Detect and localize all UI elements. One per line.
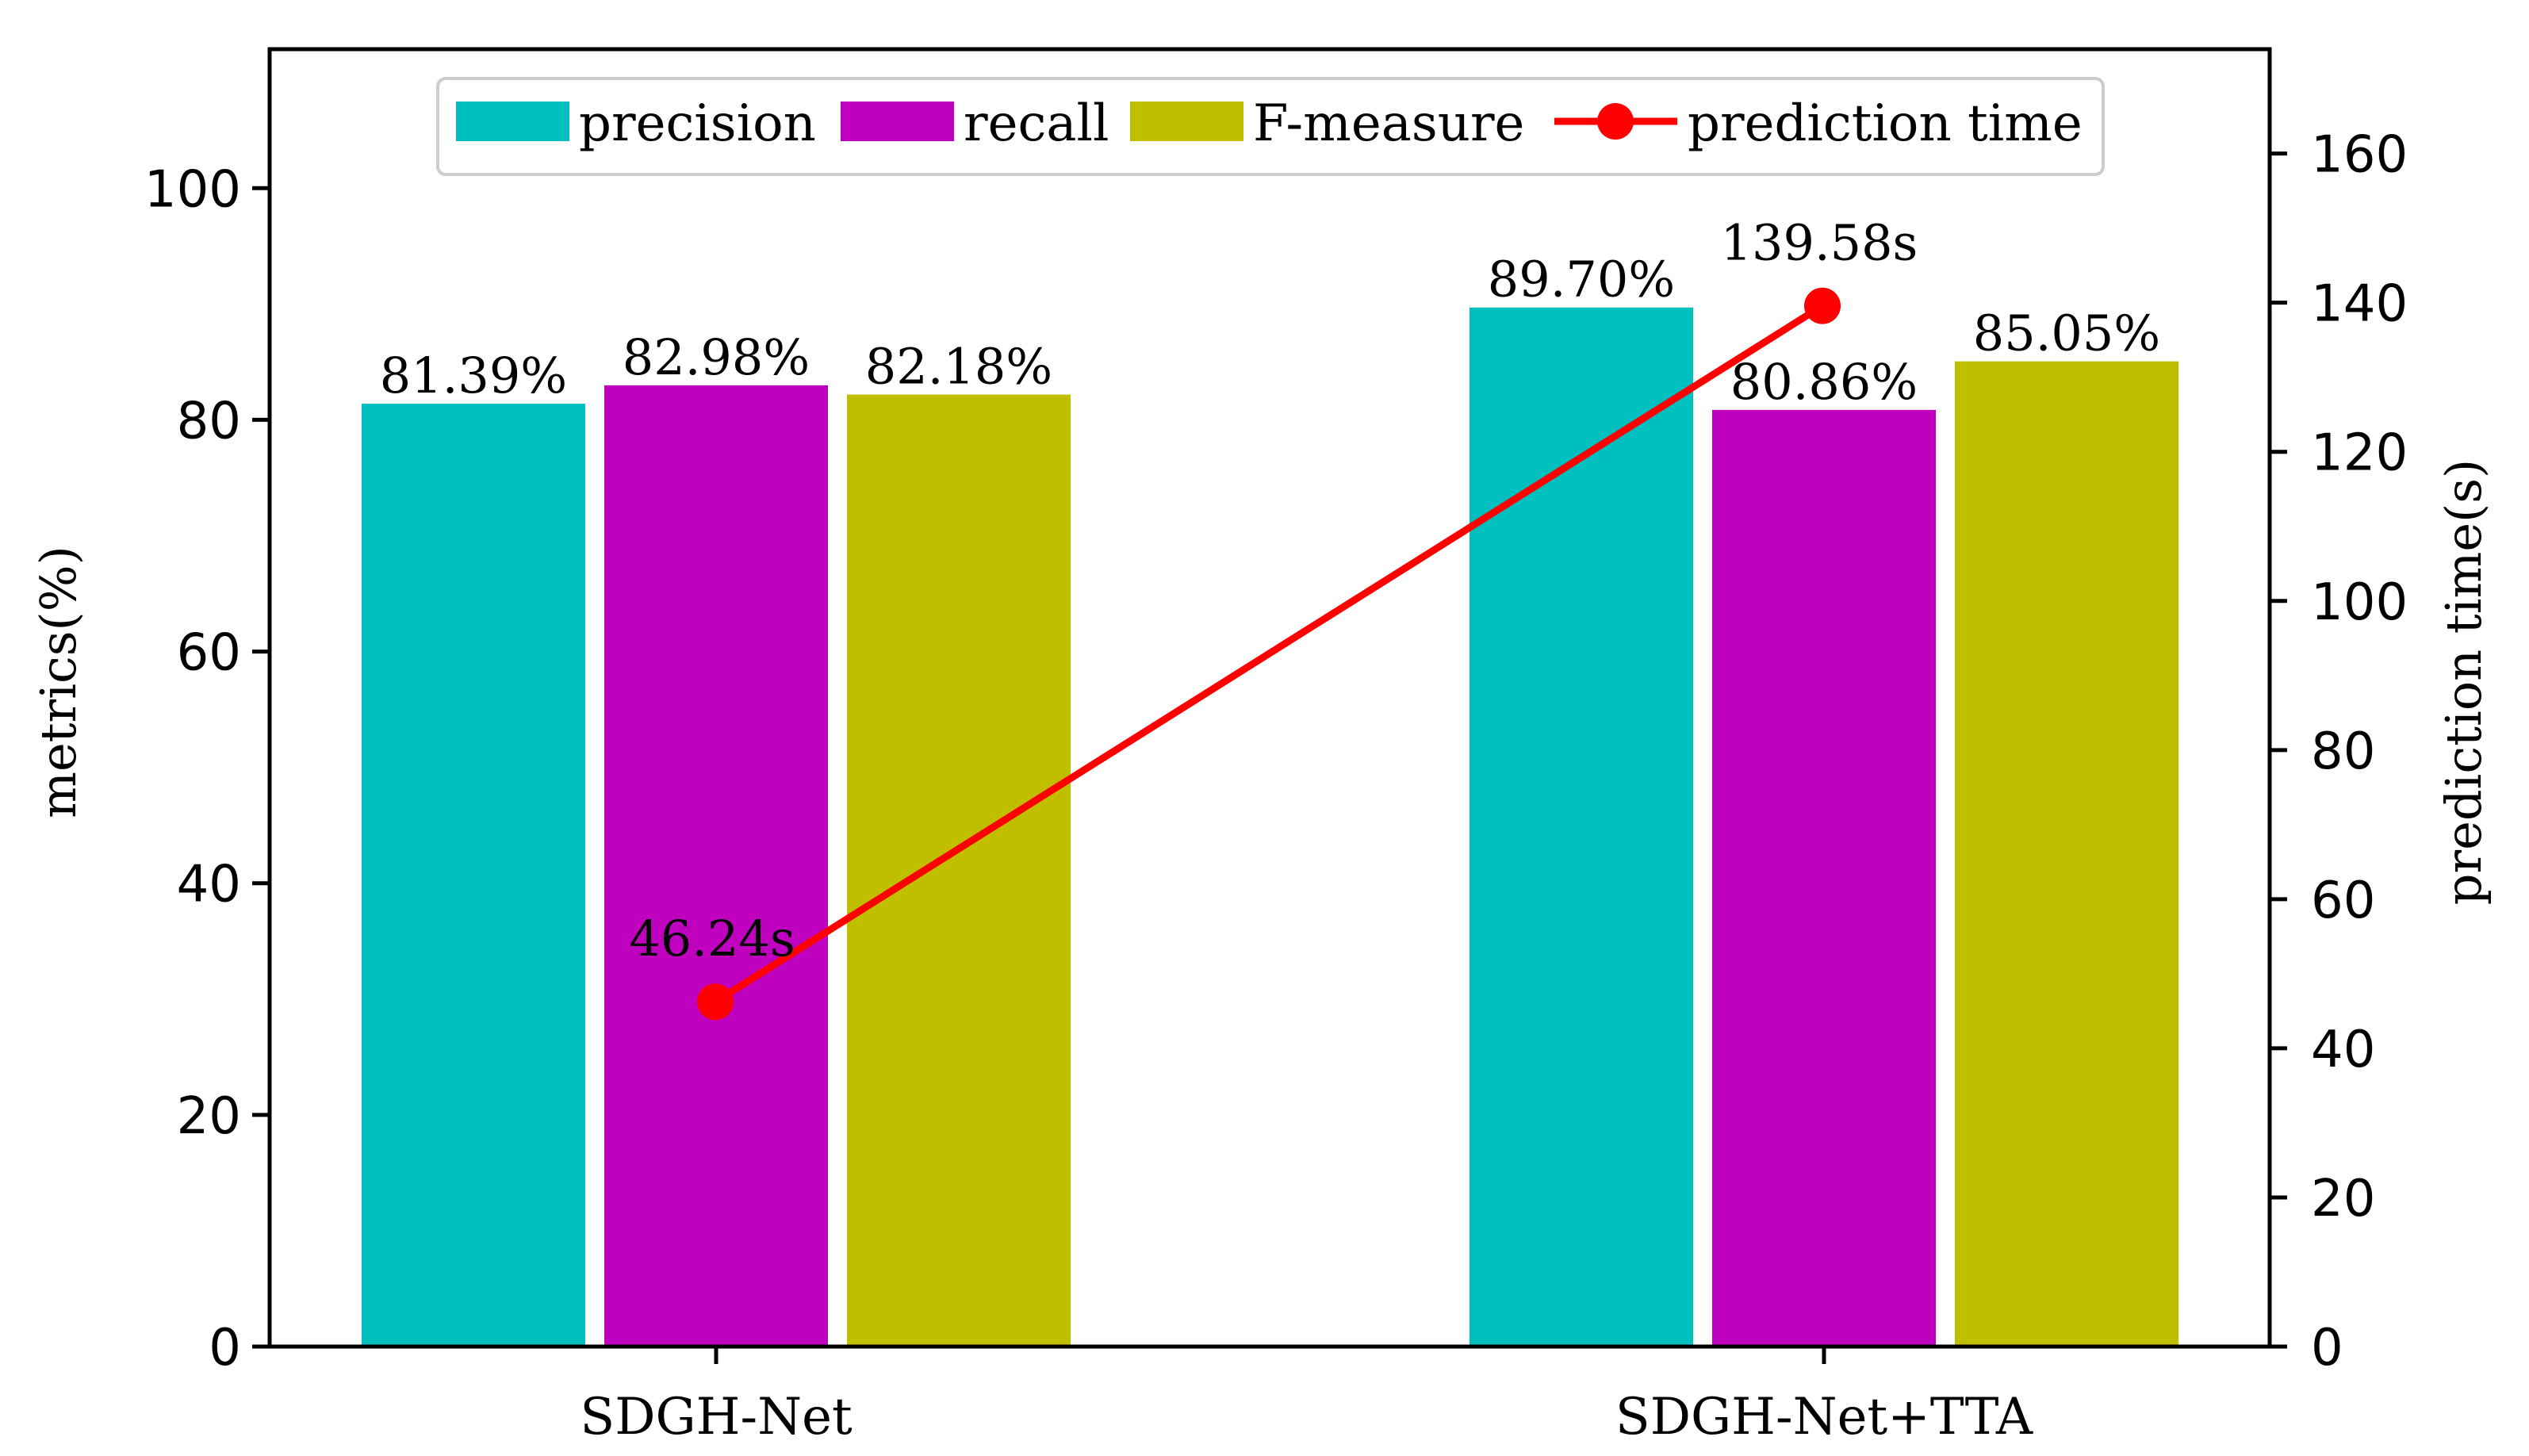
line-layer: 46.24s 139.58s	[629, 214, 1918, 1021]
left-tick-label: 60	[177, 624, 241, 683]
legend: precision recall F-measure prediction time	[436, 77, 2105, 176]
data-label-f-measure-1: 85.05%	[1973, 305, 2160, 362]
right-tick-label: 120	[2311, 424, 2408, 483]
plot-frame	[267, 47, 2272, 1349]
right-axis-ticks: 0 20 40 60 80 100 120 140 160	[2270, 126, 2408, 1377]
bar-recall-1	[1712, 409, 1936, 1347]
data-label-recall-1: 80.86%	[1730, 353, 1918, 411]
bar-precision-0	[362, 404, 585, 1347]
right-tick-label: 100	[2311, 573, 2408, 632]
right-tick-label: 80	[2311, 722, 2375, 781]
right-tick-label: 0	[2311, 1319, 2343, 1377]
left-tick-label: 80	[177, 392, 241, 450]
left-axis-ticks: 0 20 40 60 80 100	[144, 160, 270, 1377]
left-axis-label: metrics(%)	[29, 546, 87, 818]
data-label-precision-0: 81.39%	[380, 347, 567, 404]
bar-f-measure-1	[1955, 361, 2178, 1347]
legend-label-precision: precision	[579, 94, 816, 153]
legend-label-f-measure: F-measure	[1253, 94, 1524, 153]
left-tick-label: 20	[177, 1087, 241, 1146]
legend-swatch-precision	[456, 102, 569, 141]
right-tick-label: 140	[2311, 275, 2408, 334]
right-tick-label: 160	[2311, 126, 2408, 185]
category-label-1: SDGH-Net+TTA	[1615, 1388, 2033, 1446]
right-tick-label: 60	[2311, 872, 2375, 930]
left-tick-label: 100	[144, 160, 241, 219]
prediction-time-line	[713, 302, 1825, 1006]
left-tick-label: 40	[177, 856, 241, 914]
legend-swatch-recall	[841, 102, 954, 141]
legend-swatch-f-measure	[1130, 102, 1243, 141]
bar-f-measure-0	[847, 394, 1071, 1347]
right-tick-label: 20	[2311, 1170, 2375, 1228]
legend-label-recall: recall	[964, 94, 1109, 153]
legend-label-prediction-time: prediction time	[1688, 94, 2083, 153]
data-label-precision-1: 89.70%	[1488, 251, 1675, 308]
bars-layer	[362, 307, 2178, 1347]
legend-swatch-marker	[1597, 103, 1634, 140]
bar-precision-1	[1470, 307, 1693, 1347]
left-tick-label: 0	[209, 1319, 241, 1377]
prediction-time-label-1: 139.58s	[1721, 214, 1918, 272]
prediction-time-marker-1	[1804, 287, 1841, 324]
category-label-0: SDGH-Net	[580, 1388, 853, 1446]
right-axis-label: prediction time(s)	[2435, 459, 2493, 905]
prediction-time-marker-0	[697, 983, 734, 1021]
data-label-f-measure-0: 82.18%	[865, 338, 1052, 396]
category-ticks: SDGH-Net SDGH-Net+TTA	[580, 1347, 2033, 1446]
prediction-time-label-0: 46.24s	[629, 910, 795, 967]
bar-data-labels: 81.39% 89.70% 82.98% 80.86% 82.18% 85.05%	[380, 251, 2160, 411]
data-label-recall-0: 82.98%	[623, 328, 810, 386]
right-tick-label: 40	[2311, 1021, 2375, 1079]
axes-layer	[267, 47, 2272, 1349]
bar-recall-0	[604, 385, 828, 1347]
